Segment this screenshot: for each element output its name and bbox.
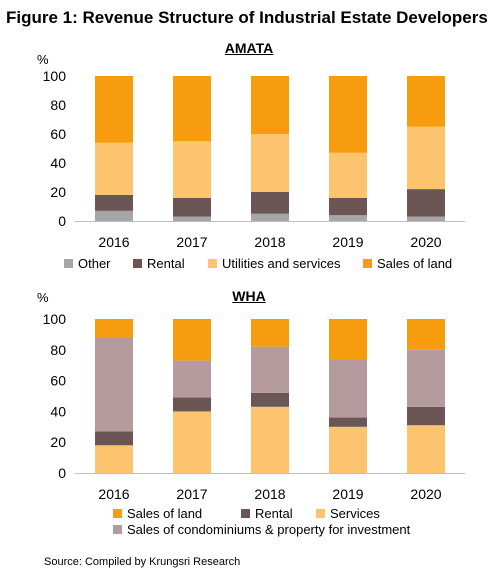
bar-utilities-and-services bbox=[173, 141, 211, 198]
bar-utilities-and-services bbox=[329, 152, 367, 198]
y-tick-label: 80 bbox=[50, 97, 66, 113]
y-tick-label: 20 bbox=[50, 434, 66, 450]
bar-rental bbox=[173, 397, 211, 412]
legend-label: Sales of condominiums & property for inv… bbox=[127, 522, 411, 537]
bar-other bbox=[329, 215, 367, 221]
y-tick-label: 0 bbox=[58, 465, 66, 481]
y-tick-label: 40 bbox=[50, 155, 66, 171]
legend-swatch bbox=[241, 509, 250, 518]
bar-sales-of-condominiums-property-for-investment bbox=[329, 359, 367, 418]
bar-services bbox=[407, 425, 445, 473]
x-tick-label: 2020 bbox=[410, 486, 441, 502]
y-tick-label: 80 bbox=[50, 342, 66, 358]
bar-sales-of-condominiums-property-for-investment bbox=[251, 346, 289, 393]
bar-sales-of-land bbox=[95, 76, 133, 143]
bar-rental bbox=[95, 431, 133, 446]
legend-item-rental: Rental bbox=[133, 256, 185, 271]
bar-sales-of-condominiums-property-for-investment bbox=[407, 349, 445, 407]
legend-swatch bbox=[133, 259, 142, 268]
bar-other bbox=[95, 210, 133, 221]
bar-other bbox=[407, 216, 445, 221]
bar-rental bbox=[329, 417, 367, 427]
x-tick-label: 2016 bbox=[98, 486, 129, 502]
legend-swatch bbox=[64, 259, 73, 268]
x-tick-label: 2020 bbox=[410, 234, 441, 250]
bar-utilities-and-services bbox=[407, 126, 445, 190]
x-tick-label: 2018 bbox=[254, 486, 285, 502]
x-tick-label: 2018 bbox=[254, 234, 285, 250]
x-tick-label: 2019 bbox=[332, 234, 363, 250]
legend-label: Services bbox=[330, 506, 380, 521]
y-tick-label: 60 bbox=[50, 126, 66, 142]
legend-swatch bbox=[208, 259, 217, 268]
amata-chart-title: AMATA bbox=[224, 40, 274, 56]
bar-sales-of-condominiums-property-for-investment bbox=[173, 360, 211, 398]
bar-services bbox=[251, 406, 289, 473]
bar-utilities-and-services bbox=[95, 142, 133, 195]
bar-sales-of-land bbox=[407, 76, 445, 127]
legend-label: Rental bbox=[255, 506, 293, 521]
source-note: Source: Compiled by Krungsri Research bbox=[44, 556, 241, 568]
x-tick-label: 2019 bbox=[332, 486, 363, 502]
legend-swatch bbox=[113, 509, 122, 518]
bar-utilities-and-services bbox=[251, 134, 289, 192]
amata-y-unit: % bbox=[37, 52, 49, 67]
bar-sales-of-land bbox=[251, 319, 289, 347]
bar-rental bbox=[407, 406, 445, 426]
bar-sales-of-land bbox=[95, 319, 133, 338]
y-tick-label: 100 bbox=[43, 311, 67, 327]
legend-label: Utilities and services bbox=[222, 256, 341, 271]
bar-services bbox=[173, 411, 211, 473]
legend-swatch bbox=[113, 525, 122, 534]
legend-swatch bbox=[316, 509, 325, 518]
amata-legend: Other Rental Utilities and services Sale… bbox=[0, 256, 498, 274]
bar-rental bbox=[329, 197, 367, 216]
bar-rental bbox=[173, 197, 211, 217]
legend-label: Sales of land bbox=[377, 256, 453, 271]
bar-services bbox=[95, 445, 133, 473]
amata-chart: 0 20 40 60 80 100 2016 2017 2018 2019 2020 bbox=[43, 68, 465, 250]
legend-swatch bbox=[363, 259, 372, 268]
legend-item-rental: Rental bbox=[241, 506, 293, 521]
wha-chart: 0 20 40 60 80 100 2016 2017 2018 2019 2020 bbox=[43, 311, 465, 502]
bar-rental bbox=[95, 194, 133, 211]
bar-rental bbox=[407, 189, 445, 217]
wha-legend: Sales of land Rental Services Sales of c… bbox=[0, 506, 498, 546]
x-tick-label: 2017 bbox=[176, 486, 207, 502]
bar-sales-of-land bbox=[407, 319, 445, 350]
bar-services bbox=[329, 426, 367, 473]
y-tick-label: 40 bbox=[50, 403, 66, 419]
bar-sales-of-land bbox=[173, 319, 211, 361]
legend-item-sales-of-land: Sales of land bbox=[363, 256, 452, 271]
legend-label: Other bbox=[78, 256, 111, 271]
wha-chart-title: WHA bbox=[232, 288, 266, 304]
y-tick-label: 100 bbox=[43, 68, 67, 84]
figure-title: Figure 1: Revenue Structure of Industria… bbox=[6, 8, 488, 27]
bar-rental bbox=[251, 192, 289, 214]
wha-y-unit: % bbox=[37, 290, 49, 305]
legend-label: Sales of land bbox=[127, 506, 203, 521]
legend-item-condominiums: Sales of condominiums & property for inv… bbox=[113, 522, 410, 537]
y-tick-label: 0 bbox=[58, 213, 66, 229]
bar-sales-of-land bbox=[251, 76, 289, 134]
legend-item-services: Services bbox=[316, 506, 380, 521]
bar-sales-of-land bbox=[173, 76, 211, 142]
y-tick-label: 20 bbox=[50, 184, 66, 200]
legend-label: Rental bbox=[147, 256, 185, 271]
bar-sales-of-land bbox=[329, 76, 367, 153]
y-tick-label: 60 bbox=[50, 373, 66, 389]
x-tick-label: 2017 bbox=[176, 234, 207, 250]
bar-sales-of-land bbox=[329, 319, 367, 360]
x-tick-label: 2016 bbox=[98, 234, 129, 250]
legend-item-sales-of-land: Sales of land bbox=[113, 506, 202, 521]
legend-item-utilities: Utilities and services bbox=[208, 256, 341, 271]
bar-rental bbox=[251, 392, 289, 407]
bar-other bbox=[251, 213, 289, 221]
bar-other bbox=[173, 216, 211, 221]
legend-item-other: Other bbox=[64, 256, 111, 271]
bar-sales-of-condominiums-property-for-investment bbox=[95, 337, 133, 432]
